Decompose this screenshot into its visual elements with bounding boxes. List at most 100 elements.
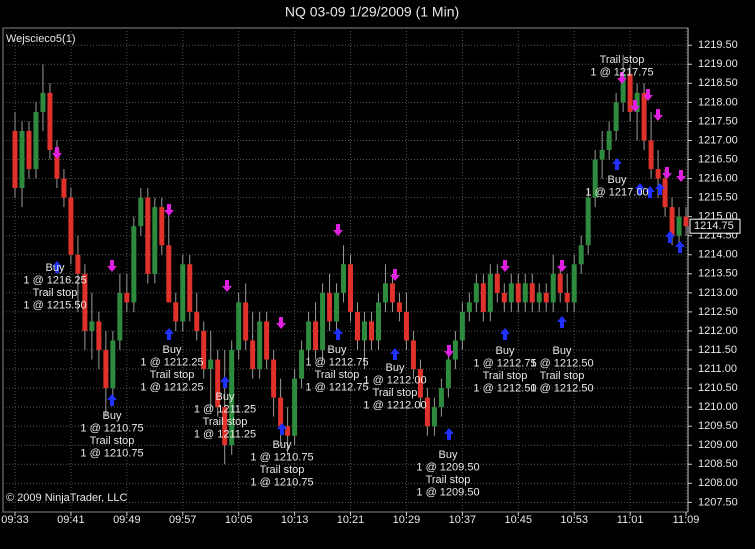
- trade-annotation: Buy: [553, 345, 572, 357]
- y-tick-label: 1208.50: [698, 458, 738, 470]
- candle-body: [68, 197, 74, 255]
- y-tick-label: 1214.00: [698, 249, 738, 261]
- candle-body: [187, 264, 193, 312]
- y-tick-label: 1212.00: [698, 325, 738, 337]
- candle-body: [110, 340, 116, 389]
- candle-body: [613, 102, 619, 131]
- trade-annotation: 1 @ 1212.00: [363, 399, 426, 411]
- y-tick-label: 1207.50: [698, 496, 738, 508]
- trade-annotation: 1 @ 1210.75: [80, 422, 143, 434]
- entry-arrow: [655, 183, 665, 195]
- trade-annotation: Trail stop: [150, 369, 195, 381]
- trade-annotation: 1 @ 1212.25: [140, 381, 203, 393]
- candle-body: [201, 330, 207, 370]
- trade-annotation: Trail stop: [540, 370, 585, 382]
- candle-body: [389, 283, 395, 303]
- candle-body: [166, 245, 172, 303]
- x-tick-label: 10:29: [393, 514, 421, 526]
- candle-body: [557, 273, 563, 293]
- exit-arrow: [107, 260, 117, 272]
- trade-annotation: Trail stop: [260, 464, 305, 476]
- exit-arrow: [276, 317, 286, 329]
- y-tick-label: 1213.50: [698, 268, 738, 280]
- entry-arrow: [645, 186, 655, 198]
- trade-annotation: Buy: [608, 174, 627, 186]
- candle-body: [438, 388, 444, 408]
- x-tick-label: 09:49: [113, 514, 141, 526]
- candle-body: [417, 369, 423, 398]
- trade-annotation: Buy: [496, 345, 515, 357]
- candle-body: [341, 264, 347, 293]
- candle-body: [180, 264, 186, 322]
- trade-annotation: 1 @ 1210.75: [250, 476, 313, 488]
- candle-body: [459, 311, 465, 341]
- trade-annotation: Buy: [439, 449, 458, 461]
- trade-annotation: 1 @ 1210.75: [250, 451, 313, 463]
- entry-arrow: [390, 348, 400, 360]
- candle-body: [12, 130, 18, 189]
- candle-body: [138, 197, 144, 227]
- trade-annotation: Buy: [386, 362, 405, 374]
- trade-annotation: Trail stop: [426, 474, 471, 486]
- entry-arrow: [612, 158, 622, 170]
- y-tick-label: 1211.50: [698, 344, 737, 356]
- candle-body: [536, 292, 542, 303]
- trade-annotation: 1 @ 1215.50: [23, 299, 86, 311]
- candle-body: [243, 302, 249, 341]
- trade-annotation: 1 @ 1212.75: [305, 356, 368, 368]
- candle-body: [494, 273, 500, 293]
- entry-arrow: [107, 394, 117, 406]
- x-tick-label: 09:33: [1, 514, 29, 526]
- exit-arrow: [630, 100, 640, 112]
- candle-body: [47, 92, 53, 150]
- candle-body: [452, 340, 458, 360]
- y-tick-label: 1211.00: [698, 363, 737, 375]
- candle-body: [208, 359, 214, 370]
- chart-title: NQ 03-09 1/29/2009 (1 Min): [285, 4, 459, 20]
- candle-body: [96, 321, 102, 350]
- trade-annotation: Buy: [103, 410, 122, 422]
- x-tick-label: 11:09: [673, 514, 700, 526]
- x-tick-label: 10:21: [337, 514, 365, 526]
- trade-annotation: Buy: [216, 391, 235, 403]
- trade-annotation: Trail stop: [90, 435, 135, 447]
- trade-annotation: Trail stop: [33, 287, 78, 299]
- trade-annotation: 1 @ 1212.00: [363, 374, 426, 386]
- entry-arrow: [164, 328, 174, 340]
- y-tick-label: 1217.50: [698, 115, 738, 127]
- candle-body: [375, 302, 381, 341]
- candle-body: [103, 350, 109, 389]
- y-tick-label: 1218.00: [698, 96, 738, 108]
- trade-annotation: 1 @ 1211.25: [194, 403, 256, 415]
- trade-annotation: Trail stop: [483, 370, 528, 382]
- entry-arrow: [635, 183, 645, 195]
- y-tick-label: 1210.00: [698, 401, 738, 413]
- candle-body: [82, 273, 88, 331]
- trade-annotation: 1 @ 1217.00: [585, 186, 648, 198]
- candle-body: [124, 292, 130, 303]
- trade-annotation: Trail stop: [373, 387, 418, 399]
- candle-body: [466, 302, 472, 312]
- candle-body: [320, 292, 326, 350]
- candle-body: [599, 150, 605, 160]
- entry-arrow: [220, 376, 230, 388]
- candle-body: [473, 283, 479, 303]
- y-tick-label: 1209.50: [698, 420, 738, 432]
- x-tick-label: 09:41: [57, 514, 85, 526]
- candle-body: [655, 169, 661, 179]
- exit-arrow: [52, 147, 62, 159]
- entry-arrow: [52, 261, 62, 273]
- x-tick-label: 10:53: [560, 514, 588, 526]
- exit-arrow: [676, 170, 686, 182]
- candle-body: [362, 321, 367, 341]
- x-tick-label: 10:37: [449, 514, 477, 526]
- candle-body: [585, 197, 591, 246]
- candle-body: [676, 216, 682, 236]
- exit-arrow: [662, 167, 672, 179]
- candle-body: [382, 283, 388, 303]
- trade-annotation: 1 @ 1212.50: [473, 382, 536, 394]
- exit-arrow: [164, 204, 174, 216]
- exit-arrow: [653, 109, 663, 121]
